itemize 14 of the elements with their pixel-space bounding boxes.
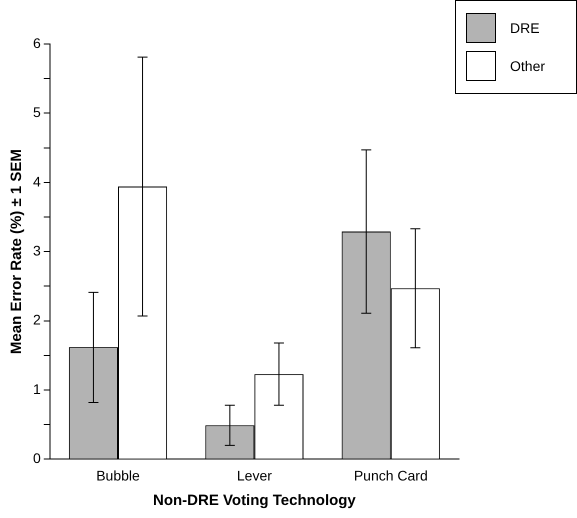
text: Other [510,58,546,74]
y-tick-label: 1 [32,380,41,397]
x-tick-label: Bubble [96,467,140,484]
x-tick-label: Punch Card [354,467,428,484]
y-tick-label: 3 [32,242,41,258]
y-tick-label: 4 [32,173,41,190]
legend-label: DRE [510,20,540,36]
y-tick-label: 6 [32,34,41,51]
y-tick-label: 2 [32,312,41,328]
x-tick-label: Lever [236,467,272,484]
y-tick-label: 0 [32,450,41,466]
y-axis-title: Mean Error Rate (%) ± 1 SEM [8,149,26,354]
x-axis-title: Non-DRE Voting Technology [153,492,356,510]
y-tick-label: 5 [32,104,41,120]
